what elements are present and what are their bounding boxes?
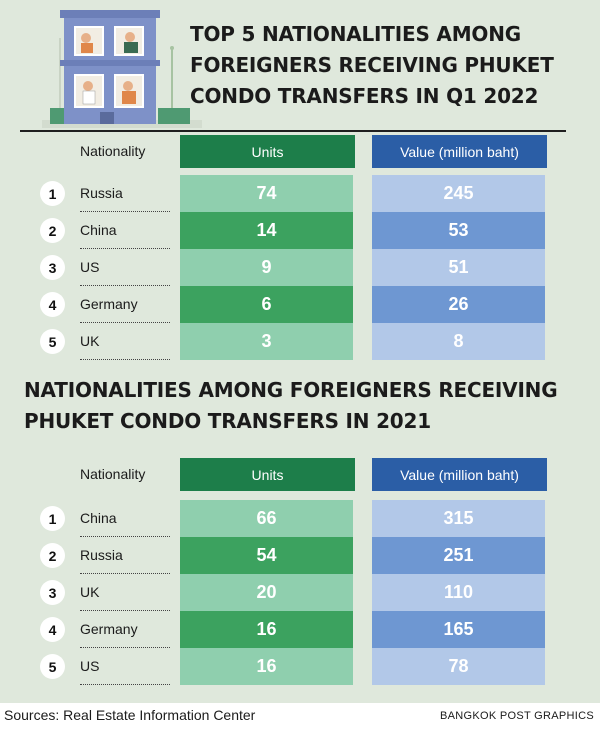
units-cell: 14 [180, 212, 353, 249]
value-cell: 245 [372, 175, 545, 212]
nationality-label: China [80, 500, 170, 537]
units-cell: 16 [180, 648, 353, 685]
value-cell: 315 [372, 500, 545, 537]
nationality-label: US [80, 249, 170, 286]
column-header-nationality: Nationality [80, 143, 146, 159]
rank-badge: 1 [40, 181, 65, 206]
units-cell: 66 [180, 500, 353, 537]
table-1-title: TOP 5 NATIONALITIES AMONG FOREIGNERS REC… [190, 22, 554, 108]
column-header-units: Units [180, 458, 355, 491]
units-cell: 9 [180, 249, 353, 286]
value-cell: 251 [372, 537, 545, 574]
rank-badge: 4 [40, 617, 65, 642]
rank-badge: 2 [40, 543, 65, 568]
units-cell: 74 [180, 175, 353, 212]
column-header-value: Value (million baht) [372, 458, 547, 491]
column-header-value: Value (million baht) [372, 135, 547, 168]
value-cell: 51 [372, 249, 545, 286]
rank-badge: 3 [40, 255, 65, 280]
value-cell: 26 [372, 286, 545, 323]
rank-badge: 3 [40, 580, 65, 605]
nationality-label: Germany [80, 611, 170, 648]
nationality-label: UK [80, 574, 170, 611]
column-header-units: Units [180, 135, 355, 168]
value-cell: 8 [372, 323, 545, 360]
nationality-label: US [80, 648, 170, 685]
units-cell: 20 [180, 574, 353, 611]
title-rule [20, 130, 566, 132]
apartment-building-icon [42, 10, 202, 128]
nationality-label: UK [80, 323, 170, 360]
rank-badge: 2 [40, 218, 65, 243]
nationality-label: Russia [80, 537, 170, 574]
rank-badge: 4 [40, 292, 65, 317]
nationality-label: Russia [80, 175, 170, 212]
rank-badge: 1 [40, 506, 65, 531]
table-2-title: NATIONALITIES AMONG FOREIGNERS RECEIVING… [24, 378, 558, 433]
value-cell: 110 [372, 574, 545, 611]
column-header-nationality: Nationality [80, 466, 146, 482]
value-cell: 53 [372, 212, 545, 249]
rank-badge: 5 [40, 654, 65, 679]
rank-badge: 5 [40, 329, 65, 354]
units-cell: 54 [180, 537, 353, 574]
source-note: Sources: Real Estate Information Center [4, 707, 256, 723]
units-cell: 16 [180, 611, 353, 648]
units-cell: 6 [180, 286, 353, 323]
value-cell: 78 [372, 648, 545, 685]
units-cell: 3 [180, 323, 353, 360]
nationality-label: Germany [80, 286, 170, 323]
nationality-label: China [80, 212, 170, 249]
graphics-credit: BANGKOK POST GRAPHICS [439, 710, 594, 722]
value-cell: 165 [372, 611, 545, 648]
